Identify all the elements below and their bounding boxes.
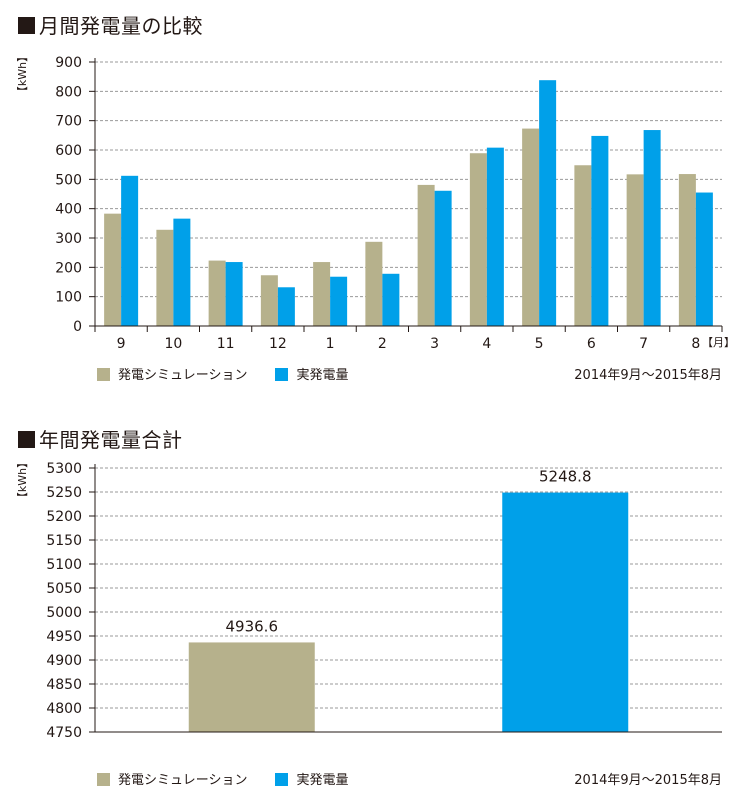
bar-actual	[277, 287, 295, 326]
bar-simulation	[260, 275, 278, 326]
legend-swatch-actual	[275, 368, 289, 381]
x-tick-label: 11	[217, 336, 235, 352]
y-axis-label: 【kWh】	[16, 51, 29, 97]
bar-actual	[225, 262, 243, 326]
legend-item-actual: 実発電量	[275, 769, 349, 788]
y-tick-label: 4900	[46, 653, 82, 669]
y-tick-label: 100	[55, 290, 82, 306]
bar-simulation	[156, 229, 174, 326]
bar-simulation	[522, 128, 540, 326]
y-tick-label: 4950	[46, 629, 82, 645]
bar-simulation	[417, 184, 435, 326]
legend-label-simulation: 発電シミュレーション	[118, 368, 248, 383]
bar-actual	[539, 80, 557, 326]
monthly-chart-title: 月間発電量の比較	[18, 10, 203, 39]
x-tick-label: 9	[117, 336, 126, 352]
monthly-period: 2014年9月～2015年8月	[574, 368, 722, 383]
legend-item-actual: 実発電量	[275, 364, 349, 383]
y-tick-label: 5300	[46, 461, 82, 477]
legend-item-simulation: 発電シミュレーション	[97, 769, 247, 788]
x-tick-label: 5	[535, 336, 544, 352]
y-tick-label: 4800	[46, 701, 82, 717]
annual-period: 2014年9月～2015年8月	[574, 773, 722, 788]
legend-label-actual: 実発電量	[296, 773, 349, 788]
y-tick-label: 5100	[46, 557, 82, 573]
x-tick-label: 1	[326, 336, 335, 352]
bar-actual	[382, 273, 400, 326]
bar-actual	[330, 276, 348, 326]
bar-simulation	[469, 153, 487, 326]
y-tick-label: 500	[55, 172, 82, 188]
y-tick-label: 700	[55, 114, 82, 130]
square-bullet-icon	[18, 431, 35, 448]
y-tick-label: 200	[55, 260, 82, 276]
x-tick-label: 12	[269, 336, 287, 352]
bar-actual	[434, 190, 452, 326]
x-tick-label: 2	[378, 336, 387, 352]
x-tick-label: 6	[587, 336, 596, 352]
y-tick-label: 600	[55, 143, 82, 159]
y-tick-label: 5150	[46, 533, 82, 549]
y-axis-label: 【kWh】	[16, 457, 29, 503]
legend-label-actual: 実発電量	[296, 368, 349, 383]
y-tick-label: 5050	[46, 581, 82, 597]
bar-actual	[502, 492, 629, 732]
y-tick-label: 5250	[46, 485, 82, 501]
bar-simulation	[365, 241, 383, 326]
data-label: 4936.6	[226, 617, 279, 635]
y-tick-label: 400	[55, 202, 82, 218]
x-tick-label: 8	[691, 336, 700, 352]
bar-actual	[643, 130, 661, 326]
annual-legend: 発電シミュレーション 実発電量	[97, 769, 377, 788]
y-tick-label: 4850	[46, 677, 82, 693]
y-tick-label: 900	[55, 55, 82, 71]
bar-simulation	[574, 165, 592, 326]
y-tick-label: 800	[55, 84, 82, 100]
bar-actual	[121, 175, 139, 326]
y-tick-label: 5000	[46, 605, 82, 621]
legend-label-simulation: 発電シミュレーション	[118, 773, 248, 788]
legend-swatch-simulation	[97, 773, 110, 786]
bar-simulation	[626, 174, 644, 326]
y-tick-label: 300	[55, 231, 82, 247]
square-bullet-icon	[18, 17, 35, 34]
legend-item-simulation: 発電シミュレーション	[97, 364, 247, 383]
legend-swatch-simulation	[97, 368, 110, 381]
x-axis-unit: 【月】	[702, 336, 735, 349]
y-tick-label: 5200	[46, 509, 82, 525]
monthly-legend: 発電シミュレーション 実発電量	[97, 364, 377, 383]
bar-actual	[173, 218, 191, 326]
bar-simulation	[208, 260, 226, 326]
x-tick-label: 10	[164, 336, 182, 352]
x-tick-label: 3	[430, 336, 439, 352]
legend-swatch-actual	[275, 773, 289, 786]
bar-simulation	[678, 174, 696, 326]
y-tick-label: 0	[73, 319, 82, 335]
annual-chart-title-text: 年間発電量合計	[39, 428, 183, 452]
bar-actual	[695, 192, 713, 326]
y-tick-label: 4750	[46, 725, 82, 741]
x-tick-label: 4	[482, 336, 491, 352]
annual-chart-title: 年間発電量合計	[18, 424, 183, 453]
bar-actual	[486, 147, 504, 326]
bar-simulation	[188, 642, 315, 732]
bar-actual	[591, 135, 609, 326]
monthly-chart-title-text: 月間発電量の比較	[39, 14, 203, 38]
x-tick-label: 7	[639, 336, 648, 352]
data-label: 5248.8	[539, 468, 592, 486]
bar-simulation	[104, 213, 122, 326]
bar-simulation	[313, 262, 331, 326]
